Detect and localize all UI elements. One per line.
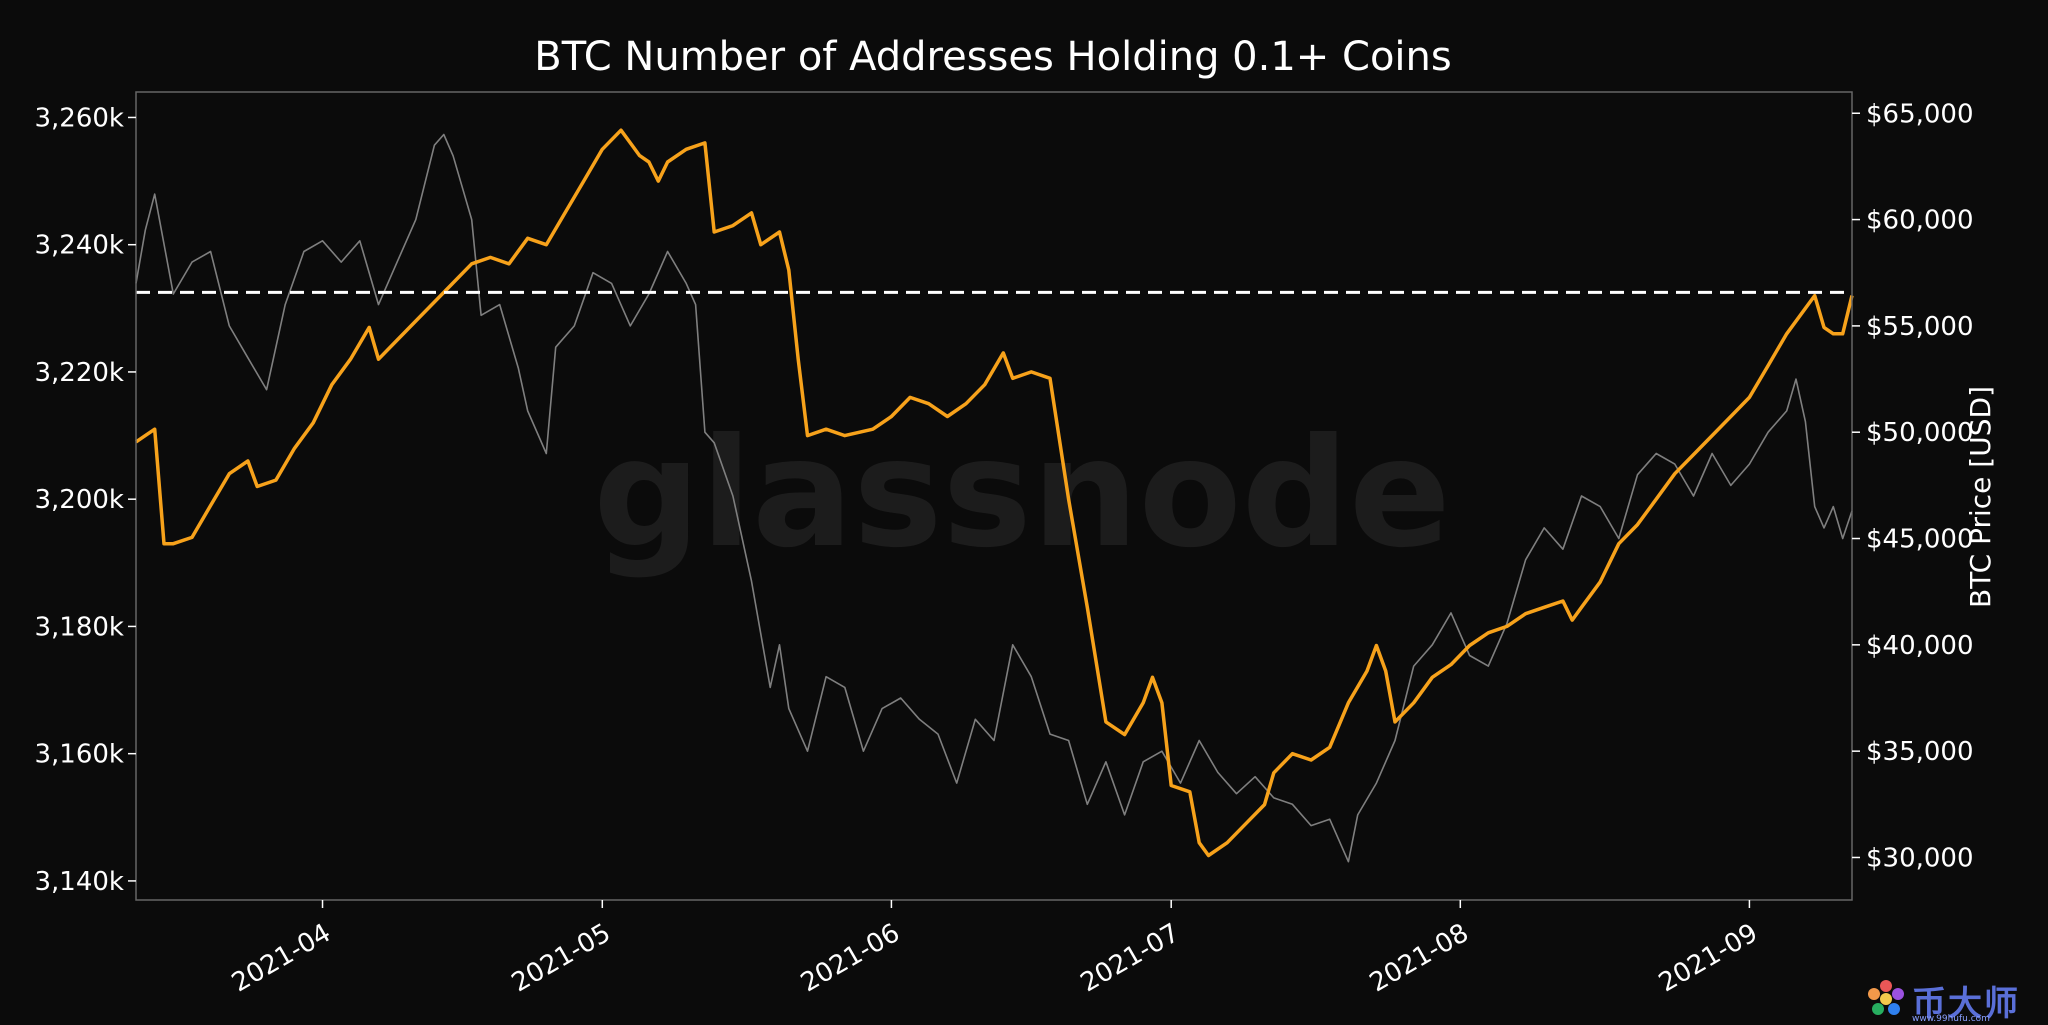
right-tick-label: $30,000 xyxy=(1866,843,1974,873)
x-tick-label: 2021-04 xyxy=(227,918,336,998)
x-axis: 2021-04 2021-05 2021-06 2021-07 2021-08 2021-… xyxy=(227,900,1763,998)
x-tick-label: 2021-09 xyxy=(1654,918,1763,998)
brand-url: www.99hufu.com xyxy=(1912,1014,1990,1024)
right-tick-label: $65,000 xyxy=(1866,99,1974,129)
brand-name: 币大师 xyxy=(1912,984,2020,1024)
right-axis-label: BTC Price [USD] xyxy=(1964,386,1997,608)
glassnode-watermark: glassnode xyxy=(593,407,1451,581)
left-tick-label: 3,260k xyxy=(35,103,125,133)
left-tick-label: 3,140k xyxy=(35,867,125,897)
x-tick-label: 2021-08 xyxy=(1365,918,1474,998)
btc-price-series xyxy=(135,133,1853,863)
x-tick-label: 2021-06 xyxy=(796,918,905,998)
address-count-line xyxy=(135,128,1854,858)
right-tick-label: $50,000 xyxy=(1866,418,1974,448)
btc-price-line xyxy=(135,133,1853,863)
right-tick-label: $45,000 xyxy=(1866,525,1974,555)
right-tick-label: $40,000 xyxy=(1866,631,1974,661)
right-tick-label: $35,000 xyxy=(1866,737,1974,767)
right-axis: $30,000 $35,000 $40,000 $45,000 $50,000 $55,0… xyxy=(1852,99,1974,873)
chart-title: BTC Number of Addresses Holding 0.1+ Coi… xyxy=(534,34,1451,80)
right-tick-label: $60,000 xyxy=(1866,206,1974,236)
left-tick-label: 3,180k xyxy=(35,612,125,642)
left-tick-label: 3,240k xyxy=(35,231,125,261)
right-tick-label: $55,000 xyxy=(1866,312,1974,342)
brand-badge: 币大师 www.99hufu.com xyxy=(1862,976,2048,1024)
address-count-series xyxy=(135,128,1854,858)
left-axis: 3,140k 3,160k 3,180k 3,200k 3,220k 3,240k 3,26… xyxy=(35,103,136,897)
left-tick-label: 3,160k xyxy=(35,740,125,770)
left-tick-label: 3,200k xyxy=(35,485,125,515)
x-tick-label: 2021-07 xyxy=(1076,918,1185,998)
brand-flower-icon xyxy=(1868,980,1904,1015)
plot-frame xyxy=(135,91,1853,901)
x-tick-label: 2021-05 xyxy=(507,918,616,998)
left-tick-label: 3,220k xyxy=(35,358,125,388)
